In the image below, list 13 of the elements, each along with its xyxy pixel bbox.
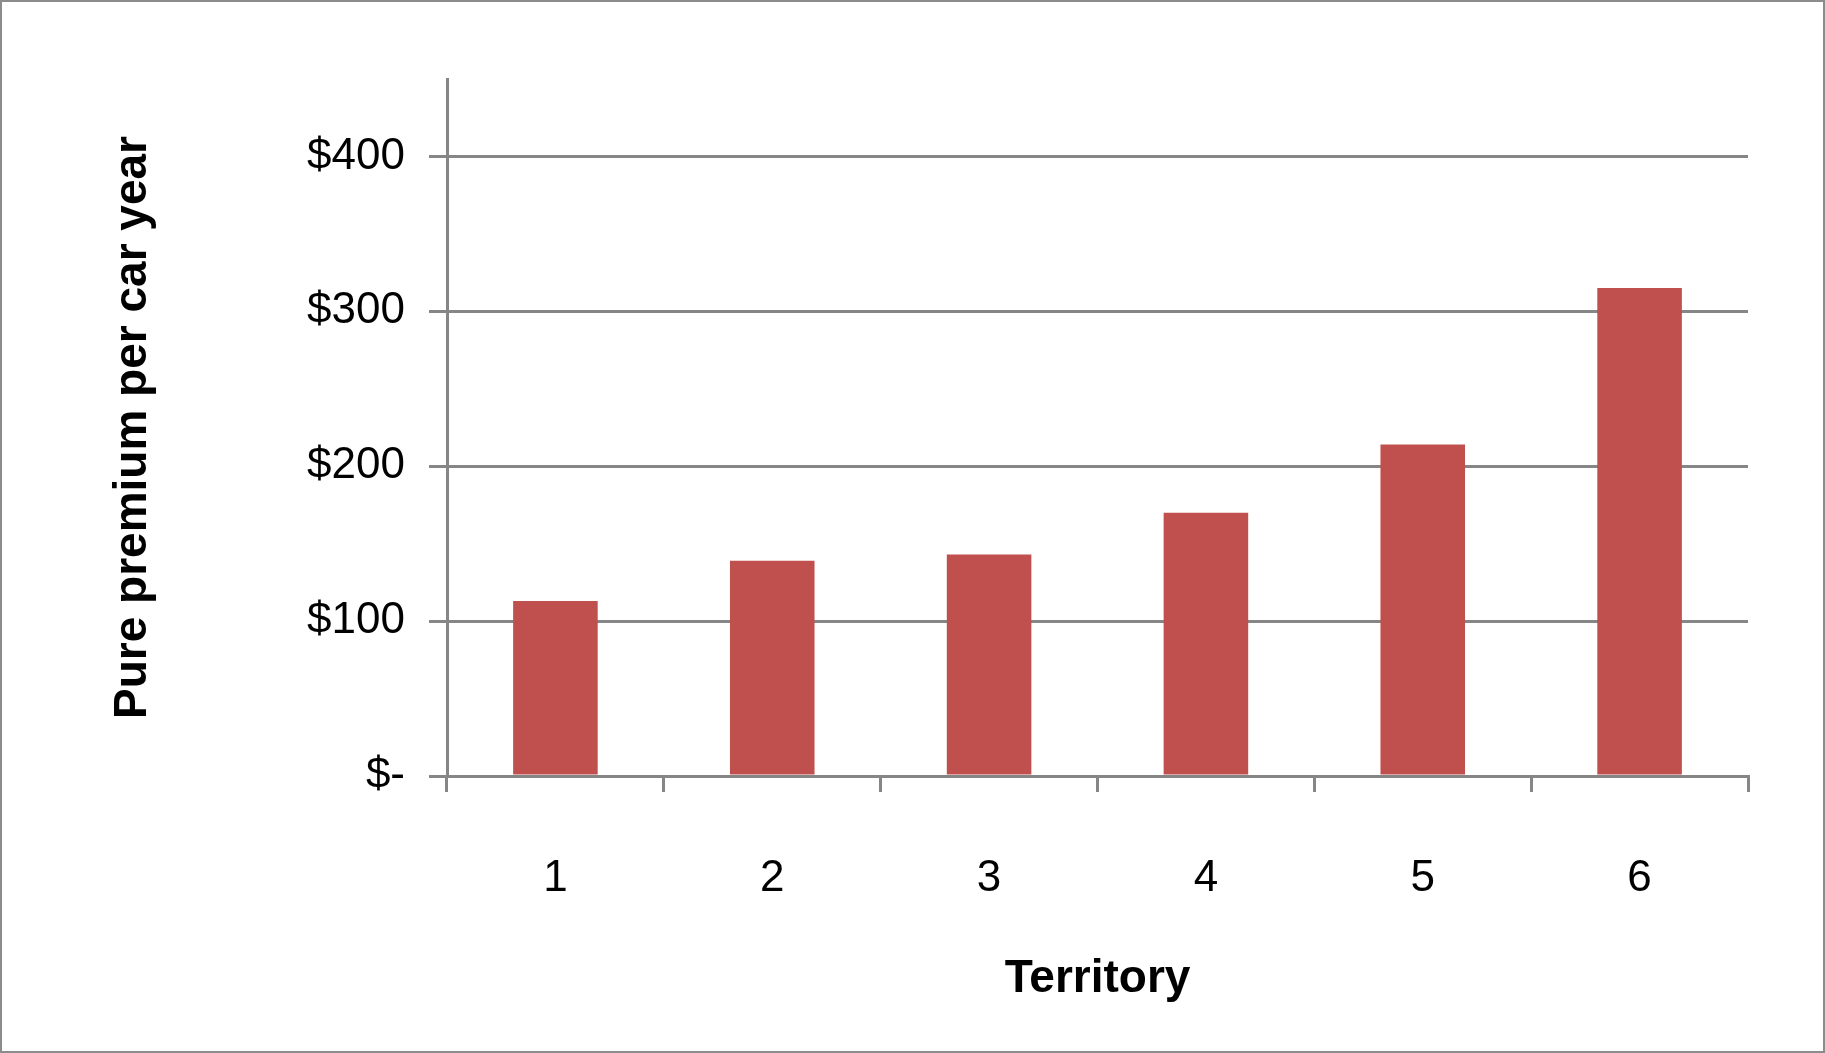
x-tick-label: 1 — [543, 850, 568, 900]
y-tick-label: $200 — [307, 438, 405, 488]
x-tick-label: 4 — [1193, 850, 1219, 900]
x-tick-label: 3 — [976, 850, 1002, 900]
y-tick-label: $100 — [307, 593, 405, 643]
y-axis-title: Pure premium per car year — [104, 135, 157, 719]
x-tick-label: 5 — [1410, 850, 1435, 900]
y-tick-label: $300 — [307, 283, 405, 333]
y-tick-label: $400 — [307, 128, 405, 178]
y-tick-label: $- — [365, 748, 405, 798]
x-tick-label: 6 — [1627, 850, 1652, 900]
x-axis-title: Territory — [1004, 950, 1191, 1003]
x-tick-label: 2 — [760, 850, 785, 900]
